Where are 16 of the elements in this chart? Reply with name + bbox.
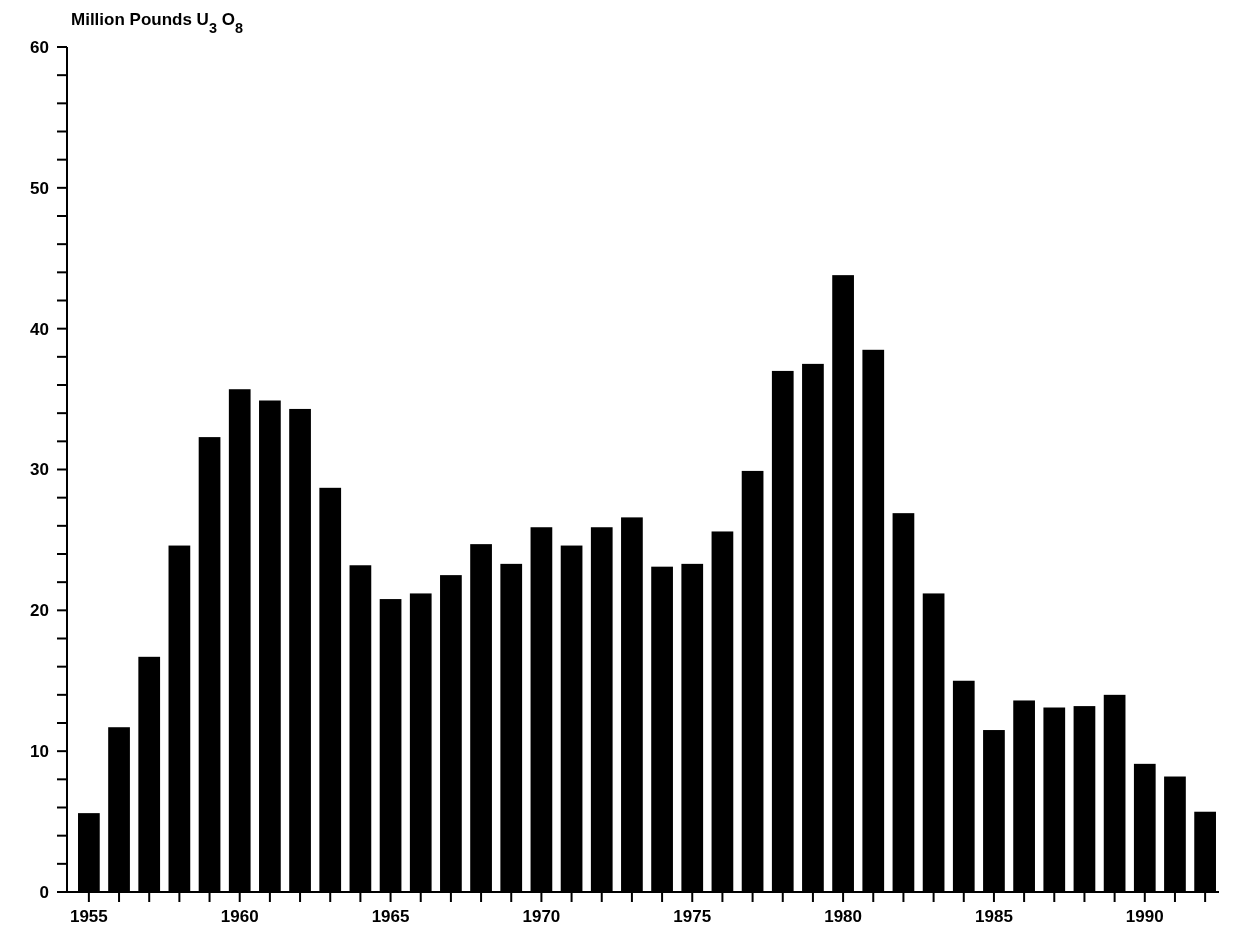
x-tick-label: 1965 xyxy=(371,907,410,926)
y-tick-label: 10 xyxy=(30,742,49,762)
y-tick-label: 20 xyxy=(30,601,49,621)
y-tick-label: 40 xyxy=(30,319,49,339)
y-tick-label: 30 xyxy=(30,460,49,480)
x-tick-label: 1990 xyxy=(1125,907,1164,926)
x-tick-label: 1970 xyxy=(522,907,561,926)
y-tick-label: 60 xyxy=(30,37,49,57)
x-tick-label: 1985 xyxy=(975,907,1013,926)
y-tick-label: 0 xyxy=(39,882,49,902)
x-tick-label: 1980 xyxy=(824,907,863,926)
y-tick-label: 50 xyxy=(30,178,49,198)
x-tick-label: 1955 xyxy=(69,907,108,926)
x-tick-label: 1975 xyxy=(673,907,712,926)
x-tick-label: 1960 xyxy=(220,907,259,926)
y-axis-title: Million Pounds U$_{3}$O$_{8}$ xyxy=(71,10,243,36)
